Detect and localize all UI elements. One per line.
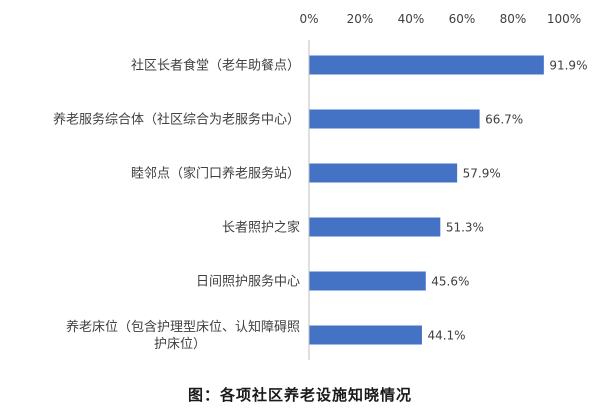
category-label: 养老床位（包含护理型床位、认知障碍照 bbox=[66, 319, 300, 335]
category-label: 长者照护之家 bbox=[222, 220, 300, 236]
chart-caption: 图：各项社区养老设施知晓情况 bbox=[187, 386, 412, 404]
x-tick-label: 60% bbox=[449, 12, 476, 26]
bar bbox=[309, 217, 441, 237]
data-label: 57.9% bbox=[463, 167, 501, 181]
data-label: 91.9% bbox=[549, 59, 587, 73]
data-label: 66.7% bbox=[485, 113, 523, 127]
bar bbox=[309, 55, 544, 75]
category-label: 护床位） bbox=[154, 337, 206, 352]
bar bbox=[309, 271, 426, 291]
data-label: 51.3% bbox=[446, 221, 484, 235]
category-label: 日间照护服务中心 bbox=[196, 274, 300, 290]
bar bbox=[309, 163, 458, 183]
bar-chart: 0% 20% 40% 60% 80% 100% 91.9% 社区长者食堂（老年助餐点） 66.7… bbox=[53, 12, 587, 360]
bar bbox=[309, 325, 422, 345]
x-tick-label: 0% bbox=[299, 12, 318, 26]
x-tick-label: 80% bbox=[500, 12, 527, 26]
x-tick-label: 20% bbox=[347, 12, 374, 26]
x-tick-label: 40% bbox=[398, 12, 425, 26]
category-label: 睦邻点（家门口养老服务站） bbox=[131, 166, 300, 182]
category-label: 养老服务综合体（社区综合为老服务中心） bbox=[53, 112, 300, 128]
category-label: 社区长者食堂（老年助餐点） bbox=[131, 58, 300, 74]
x-tick-label: 100% bbox=[547, 12, 581, 26]
data-label: 44.1% bbox=[427, 329, 465, 343]
bar bbox=[309, 109, 480, 129]
data-label: 45.6% bbox=[431, 275, 469, 289]
